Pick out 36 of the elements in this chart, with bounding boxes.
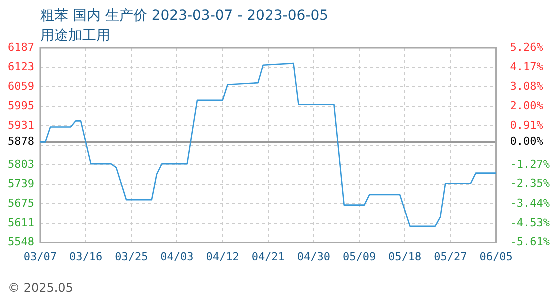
x-tick-label: 03/16 — [70, 250, 103, 264]
x-tick-label: 05/09 — [342, 250, 376, 264]
x-tick-label: 04/12 — [206, 250, 240, 264]
y2-tick-label: -2.35% — [510, 177, 550, 190]
x-tick-label: 03/25 — [115, 250, 148, 264]
x-tick-label: 03/07 — [24, 250, 58, 264]
y-tick-label: 5739 — [8, 177, 34, 190]
y2-tick-label: 3.08% — [510, 80, 544, 93]
x-tick-label: 04/21 — [252, 250, 285, 264]
y-tick-label: 5995 — [8, 99, 34, 112]
y-tick-label: 5878 — [8, 135, 34, 148]
y2-tick-label: 4.17% — [510, 60, 544, 74]
y-tick-label: 6059 — [8, 80, 34, 93]
y2-tick-label: 2.00% — [510, 99, 544, 112]
y2-tick-label: -5.61% — [510, 236, 550, 249]
y-tick-label: 5611 — [8, 216, 34, 230]
y-tick-label: 6123 — [8, 60, 34, 74]
y-tick-label: 5675 — [8, 196, 34, 210]
y2-tick-label: -3.44% — [510, 196, 550, 210]
y-tick-label: 5931 — [8, 118, 34, 132]
text: © 2025.05 — [8, 281, 74, 295]
chart-title: 粗苯 国内 生产价 2023-03-07 - 2023-06-05 — [40, 8, 329, 24]
x-tick-label: 06/05 — [480, 250, 513, 264]
x-tick-label: 04/30 — [297, 250, 331, 264]
y-tick-label: 5548 — [8, 236, 34, 249]
y2-tick-label: -1.27% — [510, 158, 550, 171]
x-tick-label: 04/03 — [160, 250, 194, 264]
y2-tick-label: 0.91% — [510, 118, 544, 132]
y2-tick-label: 0.00% — [510, 135, 544, 148]
x-tick-label: 05/27 — [434, 250, 468, 264]
y-tick-label: 5803 — [8, 158, 34, 171]
y2-tick-label: -4.53% — [510, 216, 550, 230]
y2-tick-label: 5.26% — [510, 40, 544, 54]
chart-subtitle: 用途加工用 — [40, 28, 110, 44]
y-tick-label: 6187 — [8, 40, 34, 54]
x-tick-label: 05/18 — [388, 250, 422, 264]
